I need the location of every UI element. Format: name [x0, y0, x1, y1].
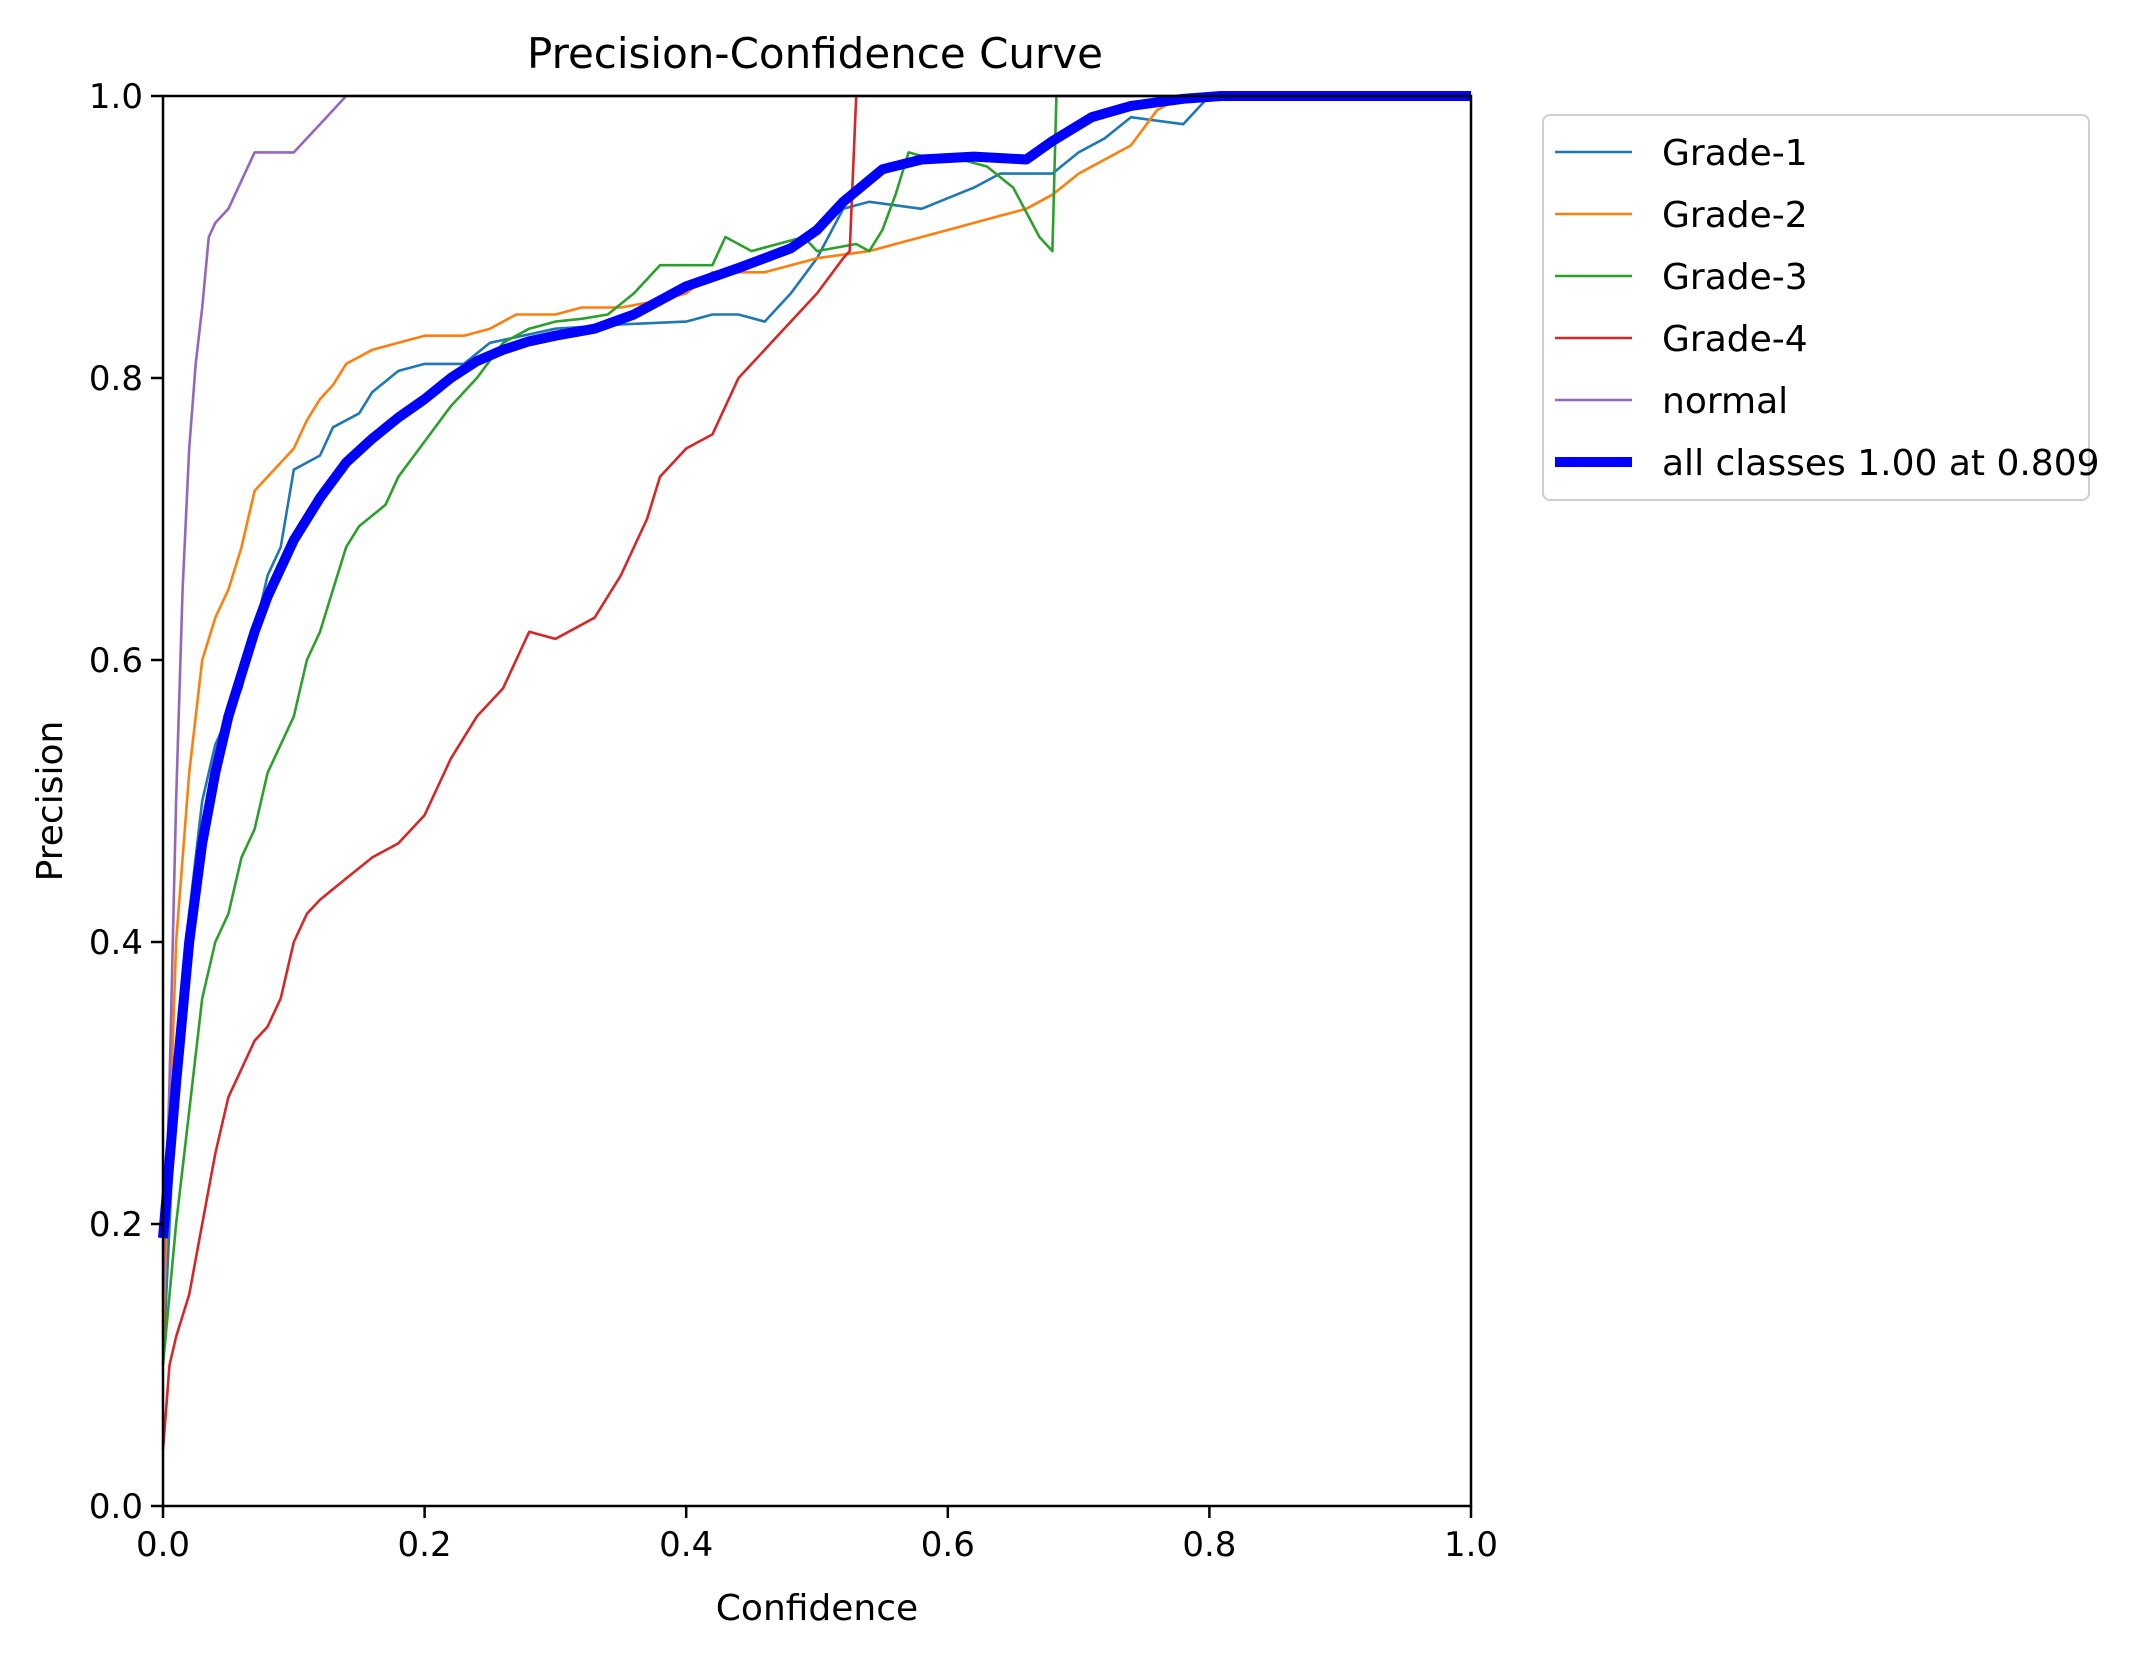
- series-line-grade-2: [161, 94, 1471, 1337]
- x-tick-label: 1.0: [1444, 1525, 1498, 1565]
- series-line-grade-3: [161, 94, 1471, 1366]
- legend-box: [1542, 114, 2090, 501]
- x-tick-label: 0.2: [398, 1525, 452, 1565]
- series-layer: [158, 91, 1471, 1450]
- y-tick-label: 0.8: [89, 359, 143, 399]
- legend-label-grade-3: Grade-3: [1662, 257, 1808, 298]
- plot-area: 0.0 0.2 0.4 0.6 0.8 1.0 0.0 0.2 0.4 0.6 0.8 1.0: [89, 77, 1498, 1565]
- legend-label-grade-1: Grade-1: [1662, 133, 1808, 174]
- y-tick-label: 0.0: [89, 1487, 143, 1527]
- chart-title: Precision-Confidence Curve: [527, 29, 1103, 78]
- y-tick-label: 0.6: [89, 641, 143, 681]
- x-tick-label: 0.0: [136, 1525, 190, 1565]
- x-tick-label: 0.6: [921, 1525, 975, 1565]
- series-line-normal: [161, 94, 1471, 1295]
- x-axis-ticks: 0.0 0.2 0.4 0.6 0.8 1.0: [136, 1506, 1498, 1565]
- y-axis-ticks: 0.0 0.2 0.4 0.6 0.8 1.0: [89, 77, 163, 1527]
- y-axis-label: Precision: [30, 721, 71, 882]
- legend: Grade-1 Grade-2 Grade-3 Grade-4 normal all cl…: [1542, 114, 2100, 501]
- axes-frame: [161, 94, 1473, 1508]
- legend-entries: Grade-1 Grade-2 Grade-3 Grade-4 normal all cl…: [1555, 133, 2100, 484]
- y-tick-label: 0.4: [89, 923, 143, 963]
- series-line-all-classes-1-00-at-0-809: [158, 91, 1471, 1239]
- x-tick-label: 0.8: [1182, 1525, 1236, 1565]
- x-axis-label: Confidence: [716, 1588, 918, 1629]
- legend-label-normal: normal: [1662, 381, 1788, 422]
- y-tick-label: 0.2: [89, 1205, 143, 1245]
- legend-label-all-classes-1-00-at-0-809: all classes 1.00 at 0.809: [1662, 443, 2100, 484]
- legend-label-grade-4: Grade-4: [1662, 319, 1808, 360]
- x-tick-label: 0.4: [659, 1525, 713, 1565]
- y-tick-label: 1.0: [89, 77, 143, 117]
- series-line-grade-4: [161, 95, 858, 1450]
- legend-label-grade-2: Grade-2: [1662, 195, 1808, 236]
